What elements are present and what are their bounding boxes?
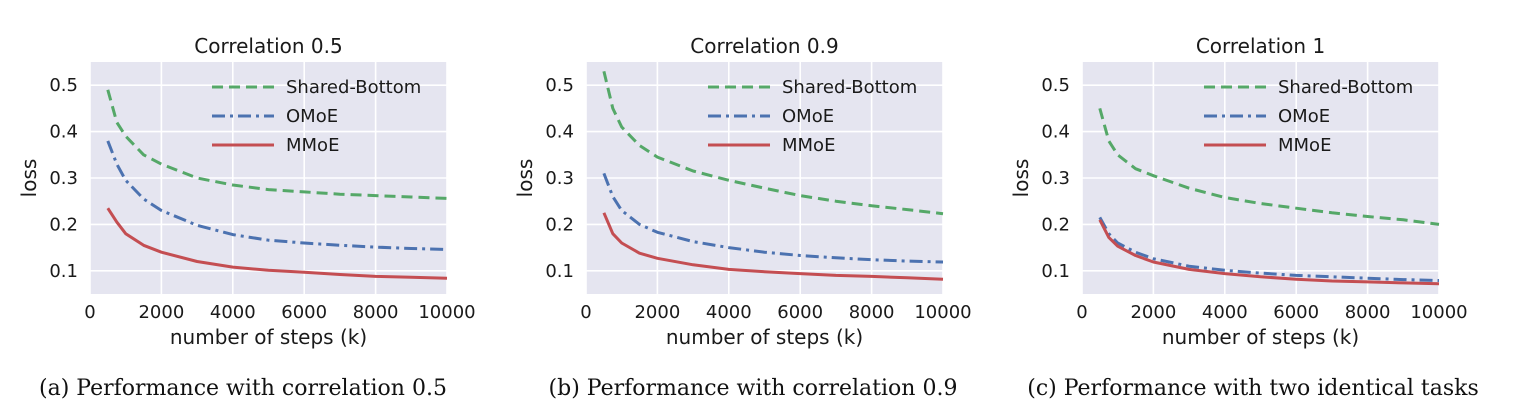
chart-panel-3: 0 2000 4000 6000 8000 10000 0.1 0.2 0.3 0.4 0.5 Cor… <box>1009 34 1468 349</box>
series-line-mmoe <box>1098 219 1440 286</box>
chart-title: Correlation 0.9 <box>690 34 838 58</box>
legend-label: MMoE <box>286 135 339 156</box>
x-tick-label: 0 <box>1076 302 1087 323</box>
legend-label: MMoE <box>782 135 835 156</box>
legend-label: MMoE <box>1278 135 1331 156</box>
series-line-shared-bottom <box>602 70 944 216</box>
chart-title: Correlation 0.5 <box>194 34 342 58</box>
x-tick-label: 6000 <box>777 302 823 323</box>
caption-c: (c) Performance with two identical tasks <box>1027 376 1479 401</box>
legend: Shared-Bottom OMoE MMoE <box>1204 77 1413 156</box>
x-tick-label: 4000 <box>706 302 752 323</box>
series-line-shared-bottom <box>1098 107 1440 226</box>
legend-label: Shared-Bottom <box>286 77 421 98</box>
figure-canvas: 0 2000 4000 6000 8000 10000 0.1 0.2 0.3 0.4 0.5 Cor… <box>17 34 1468 349</box>
series-line-omoe <box>1098 216 1440 282</box>
x-tick-label: 8000 <box>1345 302 1391 323</box>
x-tick-label: 0 <box>580 302 591 323</box>
y-tick-label: 0.5 <box>1041 75 1070 96</box>
x-tick-label: 6000 <box>281 302 327 323</box>
legend-label: OMoE <box>286 106 338 127</box>
caption-a: (a) Performance with correlation 0.5 <box>39 376 447 401</box>
x-tick-label: 8000 <box>849 302 895 323</box>
y-tick-label: 0.4 <box>545 122 574 143</box>
y-axis-label: loss <box>513 159 537 198</box>
legend-label: OMoE <box>782 106 834 127</box>
chart-panel-2: 0 2000 4000 6000 8000 10000 0.1 0.2 0.3 0.4 0.5 Cor… <box>513 34 972 349</box>
x-axis-label: number of steps (k) <box>170 325 367 349</box>
series-line-omoe <box>602 172 944 264</box>
chart-panel-1: 0 2000 4000 6000 8000 10000 0.1 0.2 0.3 0.4 0.5 Cor… <box>17 34 476 349</box>
x-tick-label: 10000 <box>914 302 971 323</box>
y-tick-label: 0.5 <box>49 75 78 96</box>
legend-label: OMoE <box>1278 106 1330 127</box>
legend-label: Shared-Bottom <box>782 77 917 98</box>
x-tick-label: 2000 <box>634 302 680 323</box>
y-tick-label: 0.1 <box>1041 261 1070 282</box>
x-axis-label: number of steps (k) <box>666 325 863 349</box>
x-tick-label: 0 <box>84 302 95 323</box>
y-tick-label: 0.3 <box>1041 168 1070 189</box>
series-line-mmoe <box>602 212 944 281</box>
y-tick-label: 0.4 <box>1041 122 1070 143</box>
series-line-mmoe <box>106 207 448 280</box>
x-tick-label: 10000 <box>418 302 475 323</box>
y-tick-label: 0.2 <box>49 214 78 235</box>
x-tick-label: 10000 <box>1410 302 1467 323</box>
y-tick-label: 0.2 <box>1041 214 1070 235</box>
y-tick-label: 0.1 <box>545 261 574 282</box>
y-tick-label: 0.2 <box>545 214 574 235</box>
caption-b: (b) Performance with correlation 0.9 <box>548 376 958 401</box>
x-tick-label: 2000 <box>138 302 184 323</box>
x-tick-label: 2000 <box>1130 302 1176 323</box>
series-line-omoe <box>106 140 448 251</box>
x-tick-label: 6000 <box>1273 302 1319 323</box>
x-tick-label: 4000 <box>210 302 256 323</box>
legend: Shared-Bottom OMoE MMoE <box>708 77 917 156</box>
legend: Shared-Bottom OMoE MMoE <box>212 77 421 156</box>
chart-title: Correlation 1 <box>1196 34 1325 58</box>
y-tick-label: 0.1 <box>49 261 78 282</box>
y-axis-label: loss <box>17 159 41 198</box>
x-tick-label: 8000 <box>353 302 399 323</box>
x-tick-label: 4000 <box>1202 302 1248 323</box>
x-axis-label: number of steps (k) <box>1162 325 1359 349</box>
y-tick-label: 0.4 <box>49 122 78 143</box>
y-axis-label: loss <box>1009 159 1033 198</box>
y-tick-label: 0.5 <box>545 75 574 96</box>
y-tick-label: 0.3 <box>545 168 574 189</box>
series-line-shared-bottom <box>106 89 448 200</box>
y-tick-label: 0.3 <box>49 168 78 189</box>
legend-label: Shared-Bottom <box>1278 77 1413 98</box>
